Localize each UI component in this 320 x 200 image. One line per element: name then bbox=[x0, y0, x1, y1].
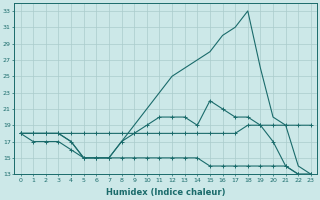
X-axis label: Humidex (Indice chaleur): Humidex (Indice chaleur) bbox=[106, 188, 226, 197]
